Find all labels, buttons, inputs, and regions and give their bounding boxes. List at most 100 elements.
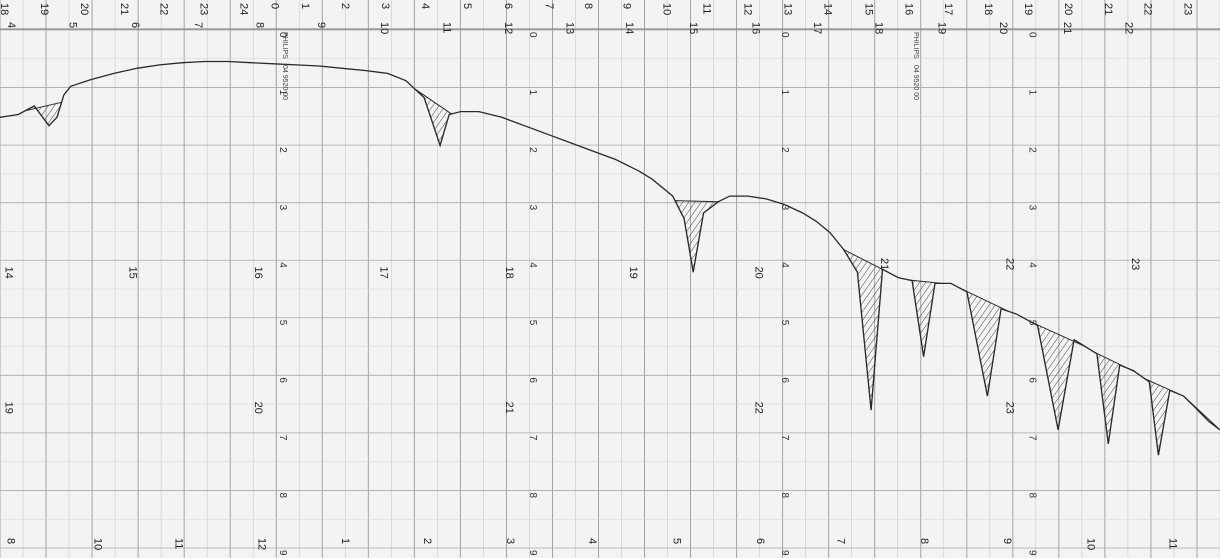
mid-scale-label: 18 [503, 266, 515, 278]
inner-scale-label: 6 [277, 377, 288, 383]
top-scale-label: 4 [419, 3, 431, 9]
top-scale-label: 19 [1022, 3, 1034, 15]
top-scale-label: 19 [38, 3, 50, 15]
inner-scale-label: 1 [1026, 90, 1037, 96]
top-scale-label: 3 [379, 3, 391, 9]
code-stamp-1: 04 9520 00 [281, 65, 288, 100]
top-scale-label: 6 [502, 3, 514, 9]
top-scale-label-secondary: 14 [623, 22, 635, 34]
top-scale-label: 14 [821, 3, 833, 15]
inner-scale-label: 6 [527, 377, 538, 383]
top-scale-label-secondary: 16 [750, 22, 762, 34]
inner-scale-label: 4 [1026, 262, 1037, 268]
mid-scale-label: 21 [503, 402, 515, 414]
hatched-dips [24, 88, 1220, 456]
mid-scale-label: 22 [753, 402, 765, 414]
top-scale-label: 20 [78, 3, 90, 15]
top-scale-label: 16 [902, 3, 914, 15]
top-scale-label: 23 [198, 3, 210, 15]
top-scale-label-secondary: 19 [935, 22, 947, 34]
inner-scale-label: 1 [277, 90, 288, 96]
inner-scale-label: 8 [1026, 492, 1037, 498]
inner-scale-label: 3 [1026, 205, 1037, 211]
top-scale-label: 21 [1102, 3, 1114, 15]
top-scale-label: 15 [862, 3, 874, 15]
inner-scale-label: 7 [779, 435, 790, 441]
inner-scale-label: 1 [779, 90, 790, 96]
brand-stamp-1: PHILIPS [281, 32, 288, 59]
inner-scale-label: 0 [779, 32, 790, 38]
top-scale-label: 22 [1142, 3, 1154, 15]
scale-labels: 18 19 20 21 22 23 24 0 1 2 3 4 5 6 7 8 9 10 11 12 13 14 15 16 17… [0, 3, 1194, 556]
inner-scale-label: 2 [277, 147, 288, 153]
inner-scale-label: 9 [277, 550, 288, 556]
top-scale-label: 13 [781, 3, 793, 15]
inner-scale-label: 2 [779, 147, 790, 153]
inner-scale-label: 6 [779, 377, 790, 383]
inner-scale-label: 4 [779, 262, 790, 268]
mid-scale-label: 21 [878, 258, 890, 270]
top-scale-label-secondary: 6 [129, 22, 141, 28]
top-scale-label-secondary: 22 [1122, 22, 1134, 34]
hatched-dip-area [842, 248, 888, 411]
inner-scale-label: 3 [779, 205, 790, 211]
inner-scale-label: 4 [277, 262, 288, 268]
top-scale-label-secondary: 21 [1061, 22, 1073, 34]
top-scale-label: 9 [621, 3, 633, 9]
top-scale-label-secondary: 10 [378, 22, 390, 34]
top-scale-label: 18 [982, 3, 994, 15]
inner-scale-label: 1 [527, 90, 538, 96]
hatched-dip-area [674, 200, 720, 273]
code-stamp-2: 04 9520 00 [912, 65, 919, 100]
inner-scale-label: 0 [1026, 32, 1037, 38]
top-scale-label: 20 [1062, 3, 1074, 15]
top-scale-label: 21 [118, 3, 130, 15]
top-scale-label: 24 [238, 3, 250, 15]
bottom-scale-label: 8 [5, 538, 17, 544]
top-scale-label: 10 [661, 3, 673, 15]
inner-scale-label: 2 [1026, 147, 1037, 153]
inner-scale-label: 5 [527, 320, 538, 326]
inner-scale-label: 6 [1026, 377, 1037, 383]
mid-scale-label: 14 [2, 266, 14, 278]
inner-scale-label: 5 [277, 320, 288, 326]
top-scale-label: 0 [268, 3, 280, 9]
top-scale-label: 18 [0, 3, 10, 15]
hatched-dip-area [414, 88, 453, 148]
top-scale-label: 11 [700, 3, 712, 14]
bottom-scale-label: 1 [339, 538, 351, 544]
mid-scale-label: 23 [1129, 258, 1141, 270]
inner-scale-label: 7 [277, 435, 288, 441]
bottom-scale-label: 5 [671, 538, 683, 544]
top-scale-label: 23 [1182, 3, 1194, 15]
top-scale-label: 2 [339, 3, 351, 9]
top-scale-label-secondary: 17 [811, 22, 823, 34]
mid-scale-label: 22 [1003, 258, 1015, 270]
bottom-scale-label: 6 [754, 538, 766, 544]
top-scale-label-secondary: 4 [5, 22, 17, 28]
bottom-scale-label: 9 [1001, 538, 1013, 544]
inner-scale-label: 8 [277, 492, 288, 498]
top-scale-label-secondary: 9 [315, 22, 327, 28]
bottom-scale-label: 12 [256, 538, 268, 550]
bottom-scale-label: 11 [1167, 538, 1179, 549]
top-scale-label-secondary: 13 [564, 22, 576, 34]
bottom-scale-label: 3 [504, 538, 516, 544]
top-scale-label: 8 [582, 3, 594, 9]
inner-scale-label: 0 [527, 32, 538, 38]
inner-scale-label: 5 [779, 320, 790, 326]
bottom-scale-label: 4 [586, 538, 598, 544]
paper-stamps: PHILIPS 04 9520 00 PHILIPS 04 9520 00 [281, 32, 919, 100]
mid-scale-label: 17 [378, 266, 390, 278]
brand-stamp-2: PHILIPS [912, 32, 919, 59]
top-scale-label-secondary: 11 [441, 22, 453, 33]
bottom-scale-label: 10 [91, 538, 103, 550]
bottom-scale-label: 10 [1084, 538, 1096, 550]
inner-scale-label: 3 [527, 205, 538, 211]
inner-scale-label: 7 [1026, 435, 1037, 441]
inner-scale-label: 9 [527, 550, 538, 556]
inner-scale-label: 2 [527, 147, 538, 153]
